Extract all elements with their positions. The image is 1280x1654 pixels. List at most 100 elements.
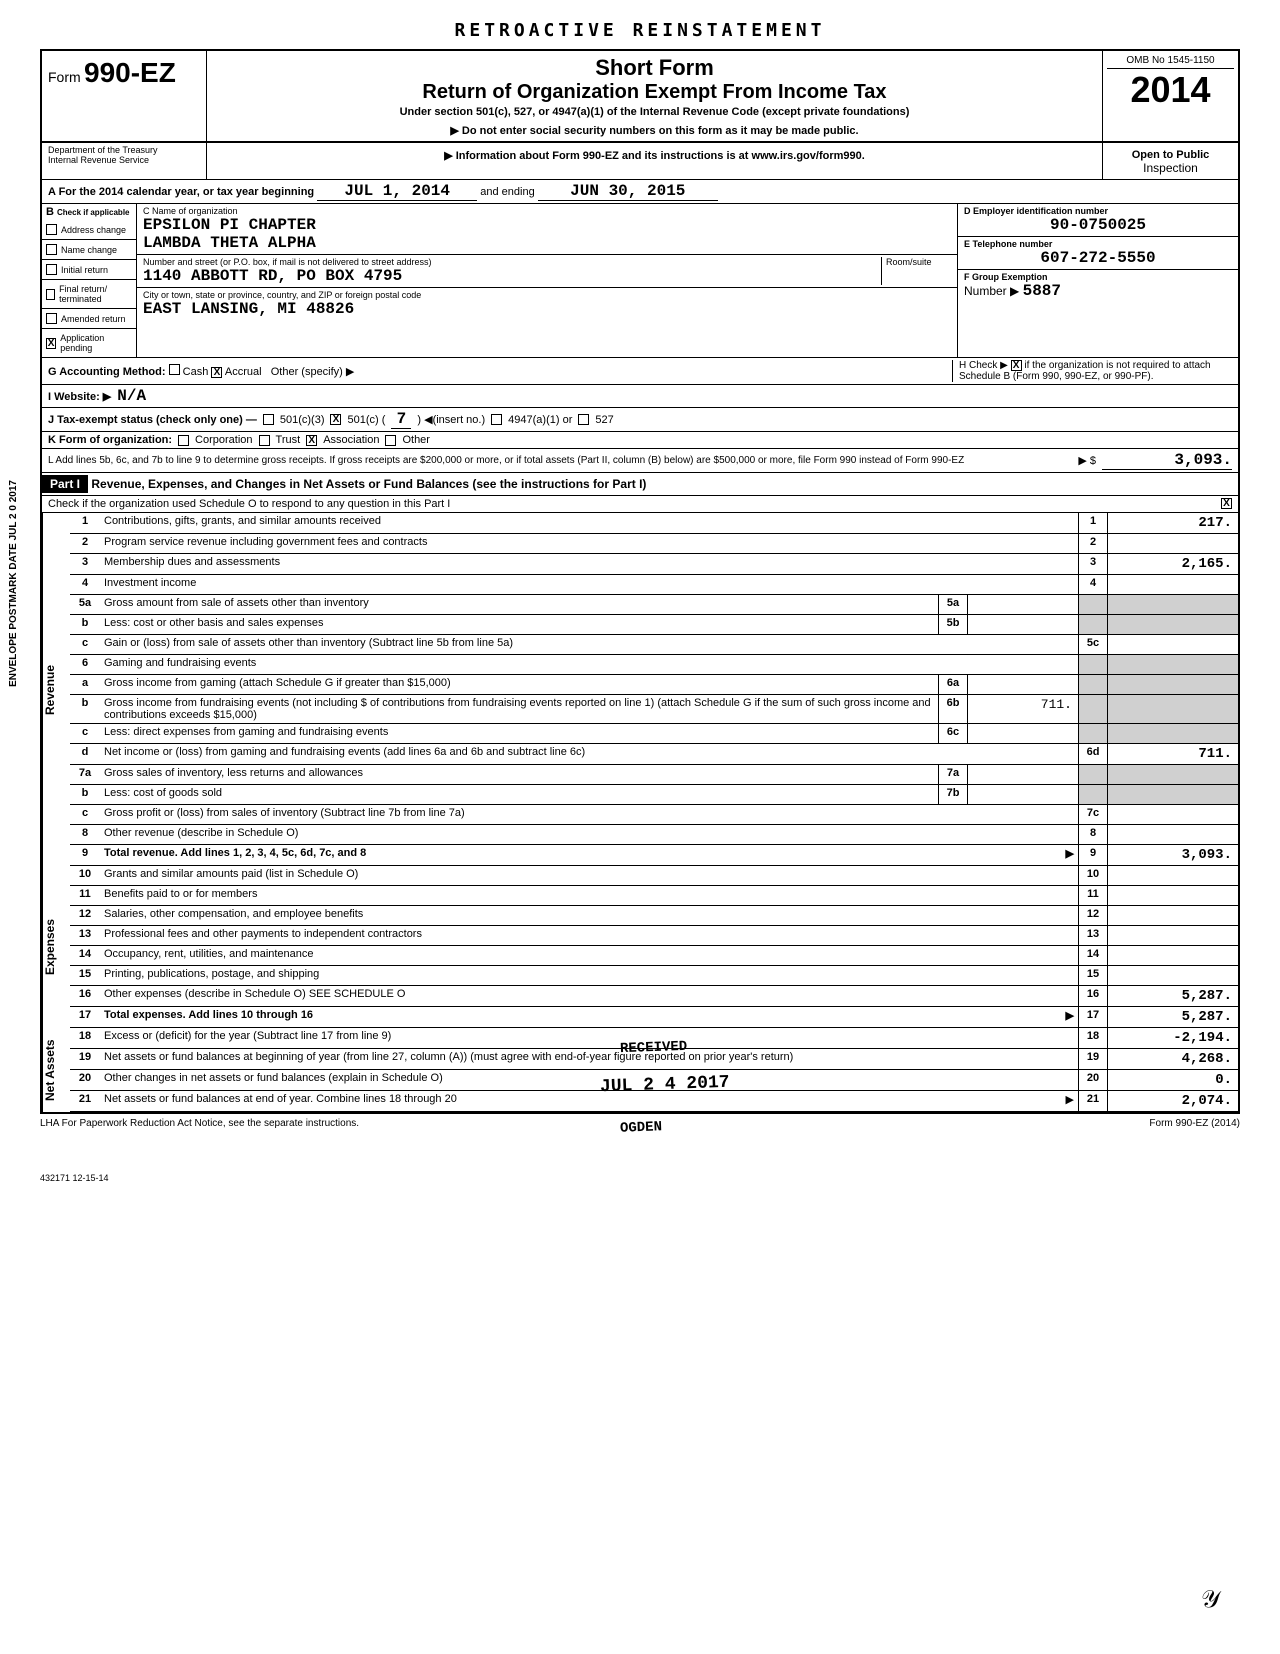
checkbox-application[interactable]: X [46,338,56,349]
line-desc: Less: cost or other basis and sales expe… [100,615,938,634]
form-prefix: Form [48,69,81,85]
right-num-shaded [1078,595,1108,614]
line-14: 14Occupancy, rent, utilities, and mainte… [70,946,1238,966]
right-num-shaded [1078,675,1108,694]
ogden-stamp: OGDEN [620,1119,663,1136]
right-num: 6d [1078,744,1108,764]
h-check-label: H Check ▶ [959,360,1008,371]
right-val: 4,268. [1108,1049,1238,1069]
line-desc: Gaming and fundraising events [100,655,1078,674]
checkbox-final[interactable] [46,289,55,300]
line-num: a [70,675,100,694]
checkbox-initial[interactable] [46,264,57,275]
line-num: b [70,785,100,804]
line-11: 11Benefits paid to or for members11 [70,886,1238,906]
line-b: bLess: cost of goods sold7b [70,785,1238,805]
col-b-header: B [46,206,54,218]
line-desc: Investment income [100,575,1078,594]
line-num: 6 [70,655,100,674]
right-num: 18 [1078,1028,1108,1048]
line-9: 9Total revenue. Add lines 1, 2, 3, 4, 5c… [70,845,1238,866]
line-num: 15 [70,966,100,985]
checkbox-schedule-o[interactable]: X [1221,498,1232,509]
right-val [1108,575,1238,594]
right-num: 1 [1078,513,1108,533]
line-num: 4 [70,575,100,594]
form-990ez: Form 990-EZ Short Form Return of Organiz… [40,49,1240,1114]
right-val-shaded [1108,675,1238,694]
checkbox-name[interactable] [46,244,57,255]
line-num: 21 [70,1091,100,1111]
form-ref: Form 990-EZ (2014) [1149,1118,1240,1129]
mid-num: 5b [938,615,968,634]
checkbox-527[interactable] [578,414,589,425]
group-exempt-label: F Group Exemption [964,272,1232,282]
line-desc: Membership dues and assessments [100,554,1078,574]
year-end: JUN 30, 2015 [538,182,718,201]
association: Association [323,434,379,446]
right-num: 4 [1078,575,1108,594]
right-num: 17 [1078,1007,1108,1027]
right-val: 711. [1108,744,1238,764]
line-desc: Benefits paid to or for members [100,886,1078,905]
right-val-shaded [1108,695,1238,723]
checkbox-4947[interactable] [491,414,502,425]
line-13: 13Professional fees and other payments t… [70,926,1238,946]
right-val [1108,534,1238,553]
checkbox-501c3[interactable] [263,414,274,425]
city-label: City or town, state or province, country… [143,290,951,300]
line-num: 12 [70,906,100,925]
ein-label: D Employer identification number [964,206,1232,216]
checkbox-schedule-b[interactable]: X [1011,360,1022,371]
checkbox-amended[interactable] [46,313,57,324]
form-number: 990-EZ [84,57,176,88]
right-val: 2,074. [1108,1091,1238,1111]
other-specify: Other (specify) ▶ [271,366,355,378]
right-val [1108,866,1238,885]
right-num: 19 [1078,1049,1108,1069]
line-b: bLess: cost or other basis and sales exp… [70,615,1238,635]
line-c: cGross profit or (loss) from sales of in… [70,805,1238,825]
line-a: aGross income from gaming (attach Schedu… [70,675,1238,695]
checkbox-cash[interactable] [169,364,180,375]
right-num: 7c [1078,805,1108,824]
right-val: 0. [1108,1070,1238,1090]
line-num: 20 [70,1070,100,1090]
line-num: c [70,724,100,743]
ssn-warning: ▶ Do not enter social security numbers o… [217,124,1092,137]
phone-label: E Telephone number [964,239,1232,249]
mid-val [968,595,1078,614]
check-if: Check if applicable [57,208,129,217]
right-val: 2,165. [1108,554,1238,574]
line-num: b [70,695,100,723]
right-num: 2 [1078,534,1108,553]
right-val-shaded [1108,655,1238,674]
line-desc: Net income or (loss) from gaming and fun… [100,744,1078,764]
right-val [1108,805,1238,824]
right-num: 20 [1078,1070,1108,1090]
line-num: 3 [70,554,100,574]
checkbox-501c[interactable]: X [330,414,341,425]
checkbox-trust[interactable] [259,435,270,446]
checkbox-address[interactable] [46,224,57,235]
number-arrow: Number ▶ [964,284,1019,298]
line-desc: Gross amount from sale of assets other t… [100,595,938,614]
checkbox-other-org[interactable] [385,435,396,446]
mid-num: 5a [938,595,968,614]
revenue-section-label: Revenue [42,513,70,866]
line-num: 2 [70,534,100,553]
line-num: 5a [70,595,100,614]
checkbox-accrual[interactable]: X [211,367,222,378]
checkbox-corp[interactable] [178,435,189,446]
trust: Trust [276,434,301,446]
application-pending: Application pending [60,333,132,353]
dept-treasury: Department of the Treasury [48,145,200,155]
line-desc: Total revenue. Add lines 1, 2, 3, 4, 5c,… [100,845,1078,865]
checkbox-assoc[interactable]: X [306,435,317,446]
mid-num: 6a [938,675,968,694]
year-begin: JUL 1, 2014 [317,182,477,201]
right-num-shaded [1078,695,1108,723]
line-desc: Total expenses. Add lines 10 through 16 … [100,1007,1078,1027]
line-desc: Printing, publications, postage, and shi… [100,966,1078,985]
line-num: 7a [70,765,100,784]
